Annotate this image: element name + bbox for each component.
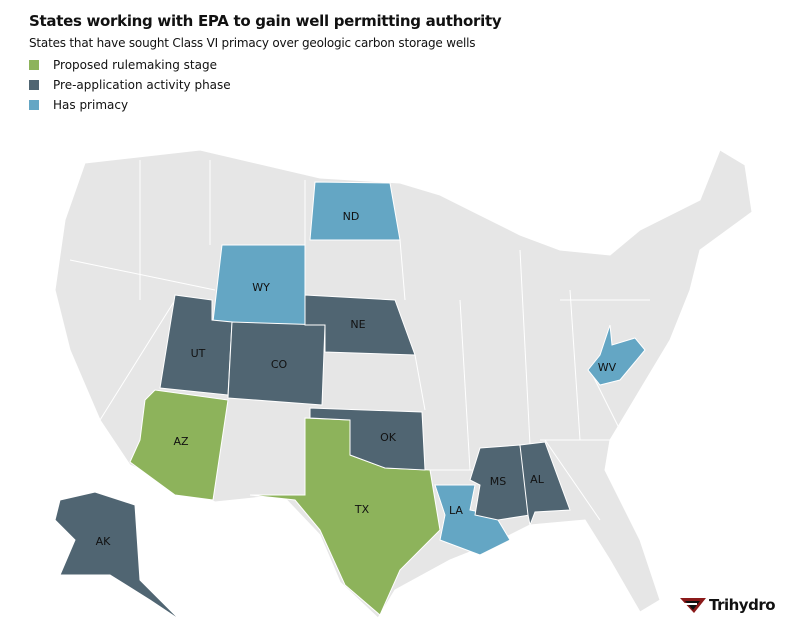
state-ak xyxy=(54,491,181,621)
state-label-ok: OK xyxy=(380,431,397,444)
legend-swatch xyxy=(29,100,39,110)
legend-swatch xyxy=(29,80,39,90)
legend-label: Proposed rulemaking stage xyxy=(53,58,217,72)
state-label-nd: ND xyxy=(343,210,360,223)
legend-label: Has primacy xyxy=(53,98,129,112)
state-label-la: LA xyxy=(449,504,463,517)
state-az xyxy=(129,389,229,501)
state-label-wy: WY xyxy=(252,281,270,294)
state-label-al: AL xyxy=(530,473,545,486)
state-al xyxy=(519,441,571,527)
state-label-az: AZ xyxy=(173,435,189,448)
state-la xyxy=(434,484,511,556)
legend-item-primacy: Has primacy xyxy=(29,95,231,115)
state-label-ak: AK xyxy=(96,535,112,548)
state-label-ut: UT xyxy=(191,347,206,360)
state-label-tx: TX xyxy=(354,503,370,516)
legend-label: Pre-application activity phase xyxy=(53,78,231,92)
map-subtitle: States that have sought Class VI primacy… xyxy=(29,36,476,50)
legend-swatch xyxy=(29,60,39,70)
state-wv xyxy=(587,324,646,386)
map-title: States working with EPA to gain well per… xyxy=(29,12,502,30)
trihydro-logo-icon xyxy=(680,598,706,613)
state-co xyxy=(227,321,326,406)
legend-item-proposed: Proposed rulemaking stage xyxy=(29,55,231,75)
state-nd xyxy=(309,181,401,241)
legend: Proposed rulemaking stage Pre-applicatio… xyxy=(29,55,231,115)
state-ne xyxy=(304,294,416,356)
legend-item-pre-application: Pre-application activity phase xyxy=(29,75,231,95)
logo-text: Trihydro xyxy=(709,596,776,614)
trihydro-logo: Trihydro xyxy=(680,596,776,614)
state-label-ms: MS xyxy=(490,475,506,488)
state-label-wv: WV xyxy=(598,361,617,374)
state-label-ne: NE xyxy=(350,318,365,331)
state-label-co: CO xyxy=(271,358,288,371)
state-ok xyxy=(309,407,426,471)
